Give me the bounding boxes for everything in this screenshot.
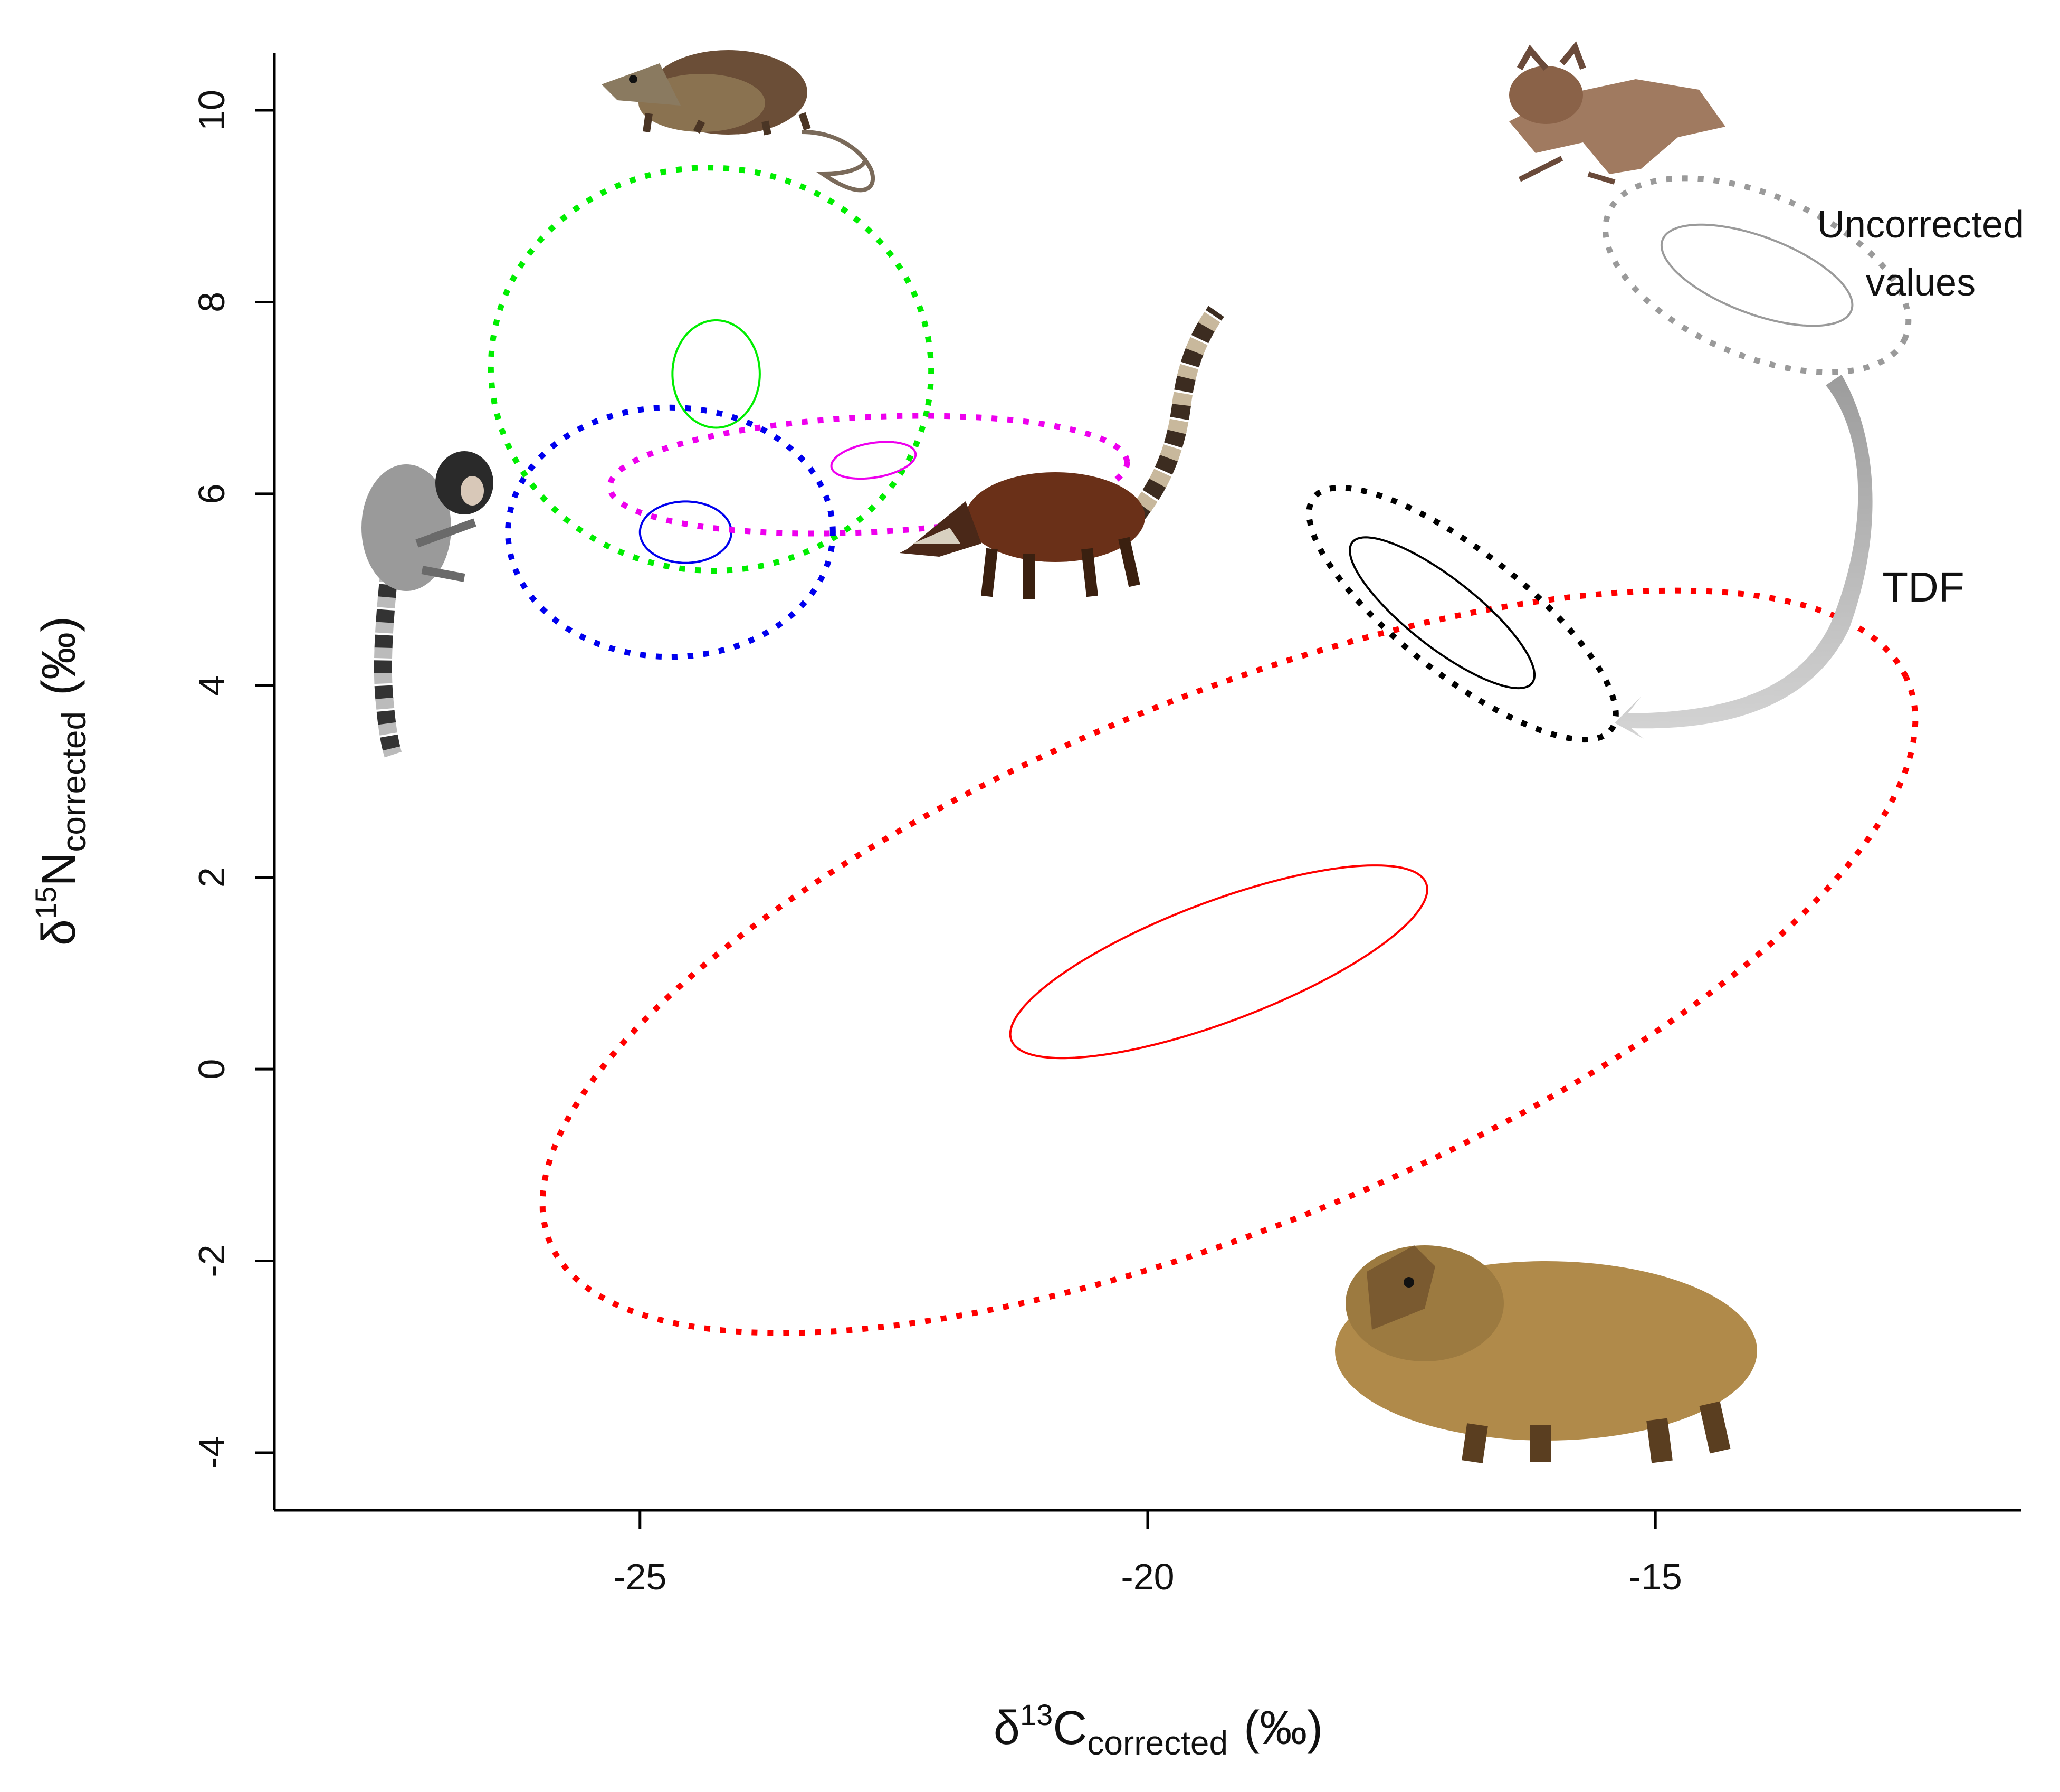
y-tick-label: 4 [191,675,232,696]
y-axis-title: δ15Ncorrected(‰) [29,616,93,946]
y-tick-label: -4 [191,1436,232,1469]
ellipse-dotted-series-4 [505,404,836,660]
marmoset-icon [361,451,493,758]
ellipse-solid-series-1 [1009,864,1428,1060]
x-tick-label: -25 [613,1556,666,1597]
x-axis-ticks: -25 -20 -15 [613,1510,1682,1597]
uncorrected-label-line2: values [1866,262,1976,304]
ellipse-solid-series-4 [638,500,732,564]
y-tick-label: 2 [191,867,232,888]
uncorrected-label-line1: Uncorrected [1817,204,2024,246]
x-tick-label: -15 [1629,1556,1682,1597]
y-tick-label: 6 [191,483,232,504]
capybara-icon [1335,1245,1757,1463]
y-tick-label: 8 [191,292,232,312]
y-tick-label: 0 [191,1059,232,1080]
ellipse-solid-series-6 [1660,223,1854,327]
ellipse-dotted-series-1 [539,587,1919,1336]
ellipse-dotted-series-3 [488,165,934,574]
ellipse-layer [488,165,1919,1336]
ellipse-dotted-series-2 [1306,484,1619,743]
y-axis-ticks: -4 -2 0 2 4 6 8 10 [191,90,274,1469]
ellipse-solid-series-5 [830,441,917,480]
x-axis-title: δ13Ccorrected (‰) [994,1698,1323,1762]
x-tick-label: -20 [1121,1556,1174,1597]
tdf-label: TDF [1882,564,1964,611]
coati-icon [900,306,1224,599]
ellipse-solid-series-3 [671,319,761,429]
opossum-icon [602,50,875,193]
bat-icon [1509,41,1725,185]
ellipse-dotted-series-6 [1603,175,1912,375]
ellipse-solid-series-2 [1349,536,1536,690]
y-tick-label: 10 [191,90,232,131]
tdf-arrow [1615,375,1873,739]
y-tick-label: -2 [191,1244,232,1277]
